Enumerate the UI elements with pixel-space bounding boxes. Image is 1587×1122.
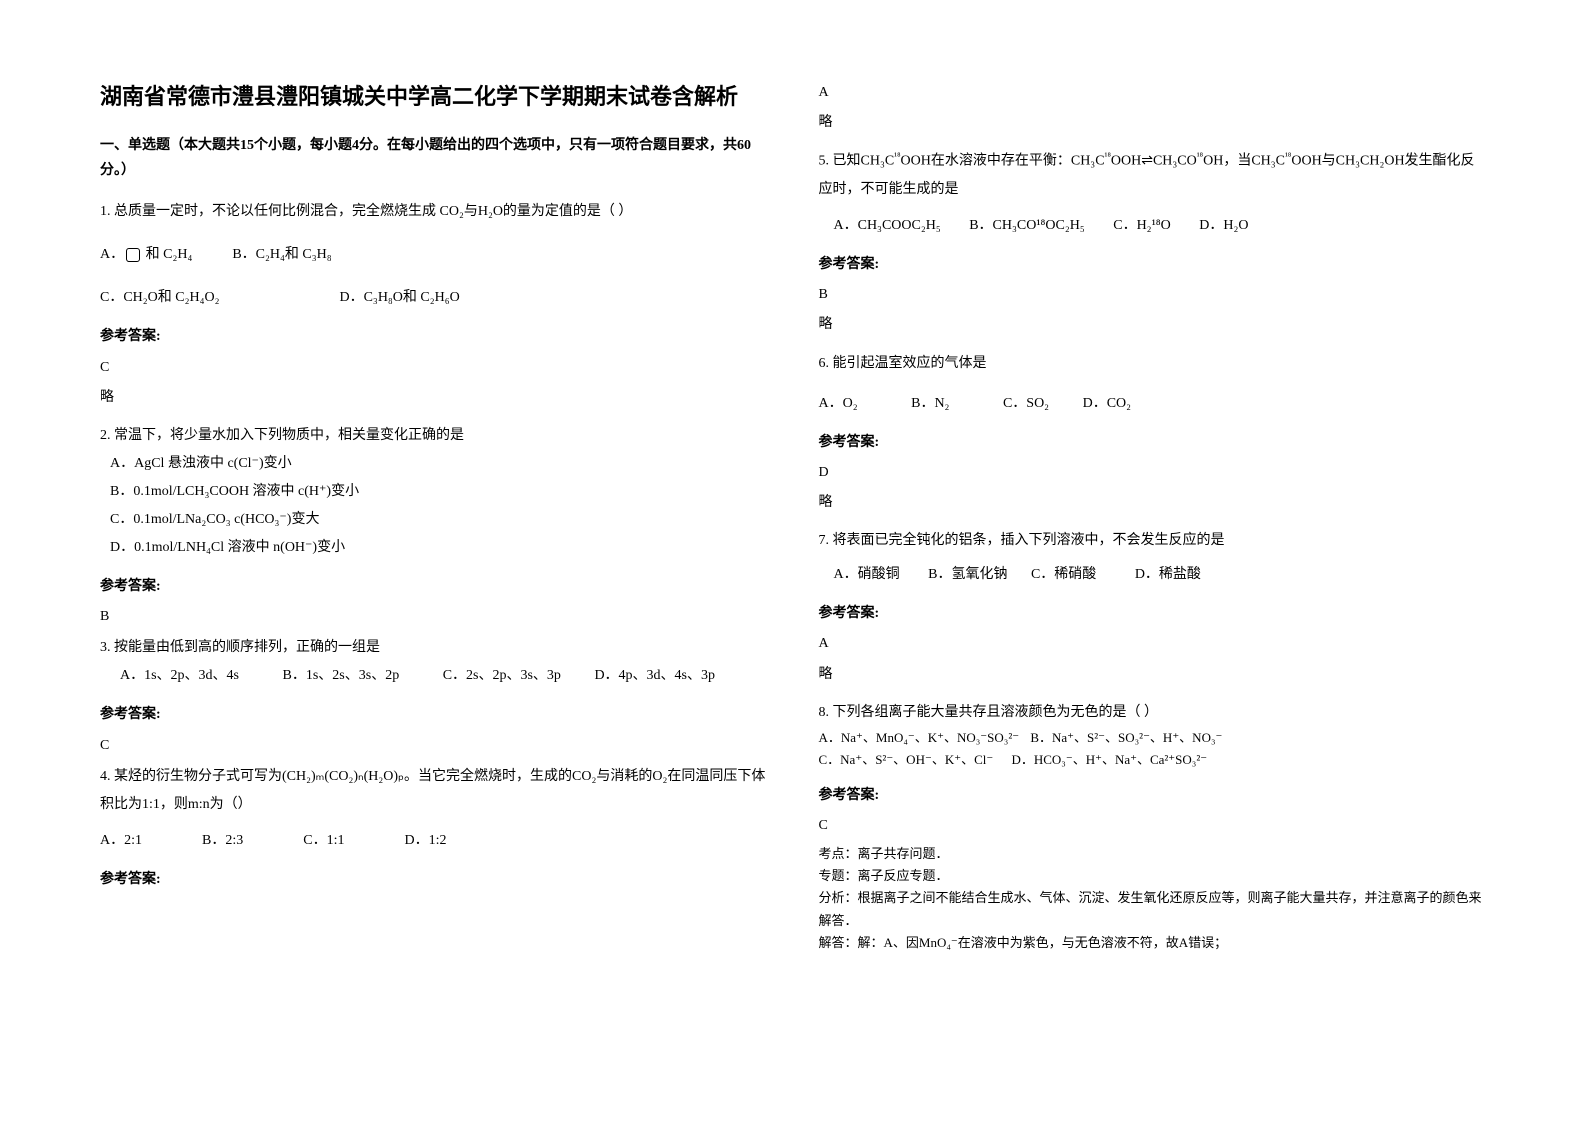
q1-optA: A． 和 C₂H₄ — [100, 241, 192, 269]
q8-optC: C．Na⁺、S²⁻、OH⁻、K⁺、Cl⁻ — [819, 752, 994, 767]
q5-optD: D．H₂O — [1199, 218, 1248, 233]
cyclo-icon — [126, 248, 140, 262]
q3-optB: B．1s、2s、3s、2p — [283, 668, 400, 683]
question-8: 8. 下列各组离子能大量共存且溶液颜色为无色的是（ ） A．Na⁺、MnO₄⁻、… — [819, 699, 1488, 771]
q8-fenxi: 分析：根据离子之间不能结合生成水、气体、沉淀、发生氧化还原反应等，则离子能大量共… — [819, 887, 1488, 931]
q5-optA: A．CH₃COOC₂H₅ — [834, 218, 941, 233]
q7-optD: D．稀盐酸 — [1135, 567, 1201, 582]
q6-answer: D — [819, 460, 1488, 485]
q2-optC: C．0.1mol/LNa₂CO₃ c(HCO₃⁻)变大 — [110, 506, 769, 534]
q6-stem: 6. 能引起温室效应的气体是 — [819, 350, 1488, 378]
q1-optC: C．CH₂O和 C₂H₄O₂ — [100, 284, 219, 312]
q8-optA: A．Na⁺、MnO₄⁻、K⁺、NO₃⁻SO₃²⁻ — [819, 730, 1020, 745]
q4-optB: B．2:3 — [202, 827, 243, 855]
q8-optB: B．Na⁺、S²⁻、SO₃²⁻、H⁺、NO₃⁻ — [1030, 730, 1222, 745]
q4-optD: D．1:2 — [404, 827, 446, 855]
question-7: 7. 将表面已完全钝化的铝条，插入下列溶液中，不会发生反应的是 A．硝酸铜 B．… — [819, 527, 1488, 589]
q3-optD: D．4p、3d、4s、3p — [594, 668, 715, 683]
question-2: 2. 常温下，将少量水加入下列物质中，相关量变化正确的是 A．AgCl 悬浊液中… — [100, 422, 769, 562]
q6-optD: D．CO₂ — [1083, 396, 1131, 411]
q7-omit: 略 — [819, 662, 1488, 687]
q1-optD: D．C₃H₈O和 C₂H₆O — [339, 284, 459, 312]
q4-omit: 略 — [819, 110, 1488, 135]
q2-answer-label: 参考答案: — [100, 574, 769, 599]
q3-answer-label: 参考答案: — [100, 702, 769, 727]
question-1: 1. 总质量一定时，不论以任何比例混合，完全燃烧生成 CO₂与H₂O的量为定值的… — [100, 198, 769, 312]
q5-optC: C．H₂¹⁸O — [1113, 218, 1171, 233]
q8-zhuanti: 专题：离子反应专题． — [819, 865, 1488, 887]
q3-optA: A．1s、2p、3d、4s — [120, 668, 239, 683]
q4-answer-label: 参考答案: — [100, 867, 769, 892]
q4-optA: A．2:1 — [100, 827, 142, 855]
question-3: 3. 按能量由低到高的顺序排列，正确的一组是 A．1s、2p、3d、4s B．1… — [100, 634, 769, 690]
q4-optC: C．1:1 — [303, 827, 344, 855]
q2-answer: B — [100, 604, 769, 629]
q7-optB: B．氢氧化钠 — [928, 567, 1007, 582]
q6-optC: C．SO₂ — [1003, 396, 1049, 411]
q6-optA: A．O₂ — [819, 396, 858, 411]
q5-omit: 略 — [819, 312, 1488, 337]
q7-answer-label: 参考答案: — [819, 601, 1488, 626]
q1-optB: B．C₂H₄和 C₃H₈ — [232, 241, 331, 269]
q2-optA: A．AgCl 悬浊液中 c(Cl⁻)变小 — [110, 450, 769, 478]
q8-jieda: 解答：解：A、因MnO₄⁻在溶液中为紫色，与无色溶液不符，故A错误； — [819, 932, 1488, 954]
q8-answer: C — [819, 813, 1488, 838]
q2-stem: 2. 常温下，将少量水加入下列物质中，相关量变化正确的是 — [100, 422, 769, 450]
q4-stem: 4. 某烃的衍生物分子式可写为(CH₂)ₘ(CO₂)ₙ(H₂O)ₚ。当它完全燃烧… — [100, 763, 769, 819]
q5-optB: B．CH₃CO¹⁸OC₂H₅ — [969, 218, 1085, 233]
q8-kaodian: 考点：离子共存问题． — [819, 843, 1488, 865]
q2-optD: D．0.1mol/LNH₄Cl 溶液中 n(OH⁻)变小 — [110, 534, 769, 562]
q6-answer-label: 参考答案: — [819, 430, 1488, 455]
q7-answer: A — [819, 631, 1488, 656]
q1-omit: 略 — [100, 385, 769, 410]
q8-stem: 8. 下列各组离子能大量共存且溶液颜色为无色的是（ ） — [819, 699, 1488, 727]
q3-answer: C — [100, 733, 769, 758]
exam-title: 湖南省常德市澧县澧阳镇城关中学高二化学下学期期末试卷含解析 — [100, 80, 769, 113]
q5-answer: B — [819, 282, 1488, 307]
question-4: 4. 某烃的衍生物分子式可写为(CH₂)ₘ(CO₂)ₙ(H₂O)ₚ。当它完全燃烧… — [100, 763, 769, 855]
section-1-header: 一、单选题（本大题共15个小题，每小题4分。在每小题给出的四个选项中，只有一项符… — [100, 133, 769, 183]
q6-optB: B．N₂ — [911, 396, 949, 411]
q2-optB: B．0.1mol/LCH₃COOH 溶液中 c(H⁺)变小 — [110, 478, 769, 506]
q1-answer: C — [100, 355, 769, 380]
q6-omit: 略 — [819, 490, 1488, 515]
q8-optD: D．HCO₃⁻、H⁺、Na⁺、Ca²⁺SO₃²⁻ — [1011, 752, 1207, 767]
q3-stem: 3. 按能量由低到高的顺序排列，正确的一组是 — [100, 634, 769, 662]
q1-answer-label: 参考答案: — [100, 324, 769, 349]
question-6: 6. 能引起温室效应的气体是 A．O₂ B．N₂ C．SO₂ D．CO₂ — [819, 350, 1488, 418]
q7-optA: A．硝酸铜 — [834, 567, 900, 582]
q5-answer-label: 参考答案: — [819, 252, 1488, 277]
q3-optC: C．2s、2p、3s、3p — [443, 668, 561, 683]
q5-stem: 5. 已知CH₃C¹⁸OOH在水溶液中存在平衡：CH₃C¹⁸OOH⇌CH₃CO¹… — [819, 147, 1488, 204]
q1-stem: 1. 总质量一定时，不论以任何比例混合，完全燃烧生成 CO₂与H₂O的量为定值的… — [100, 198, 769, 226]
question-5: 5. 已知CH₃C¹⁸OOH在水溶液中存在平衡：CH₃C¹⁸OOH⇌CH₃CO¹… — [819, 147, 1488, 240]
q7-stem: 7. 将表面已完全钝化的铝条，插入下列溶液中，不会发生反应的是 — [819, 527, 1488, 555]
q4-answer: A — [819, 80, 1488, 105]
q7-optC: C．稀硝酸 — [1031, 567, 1096, 582]
q8-answer-label: 参考答案: — [819, 783, 1488, 808]
